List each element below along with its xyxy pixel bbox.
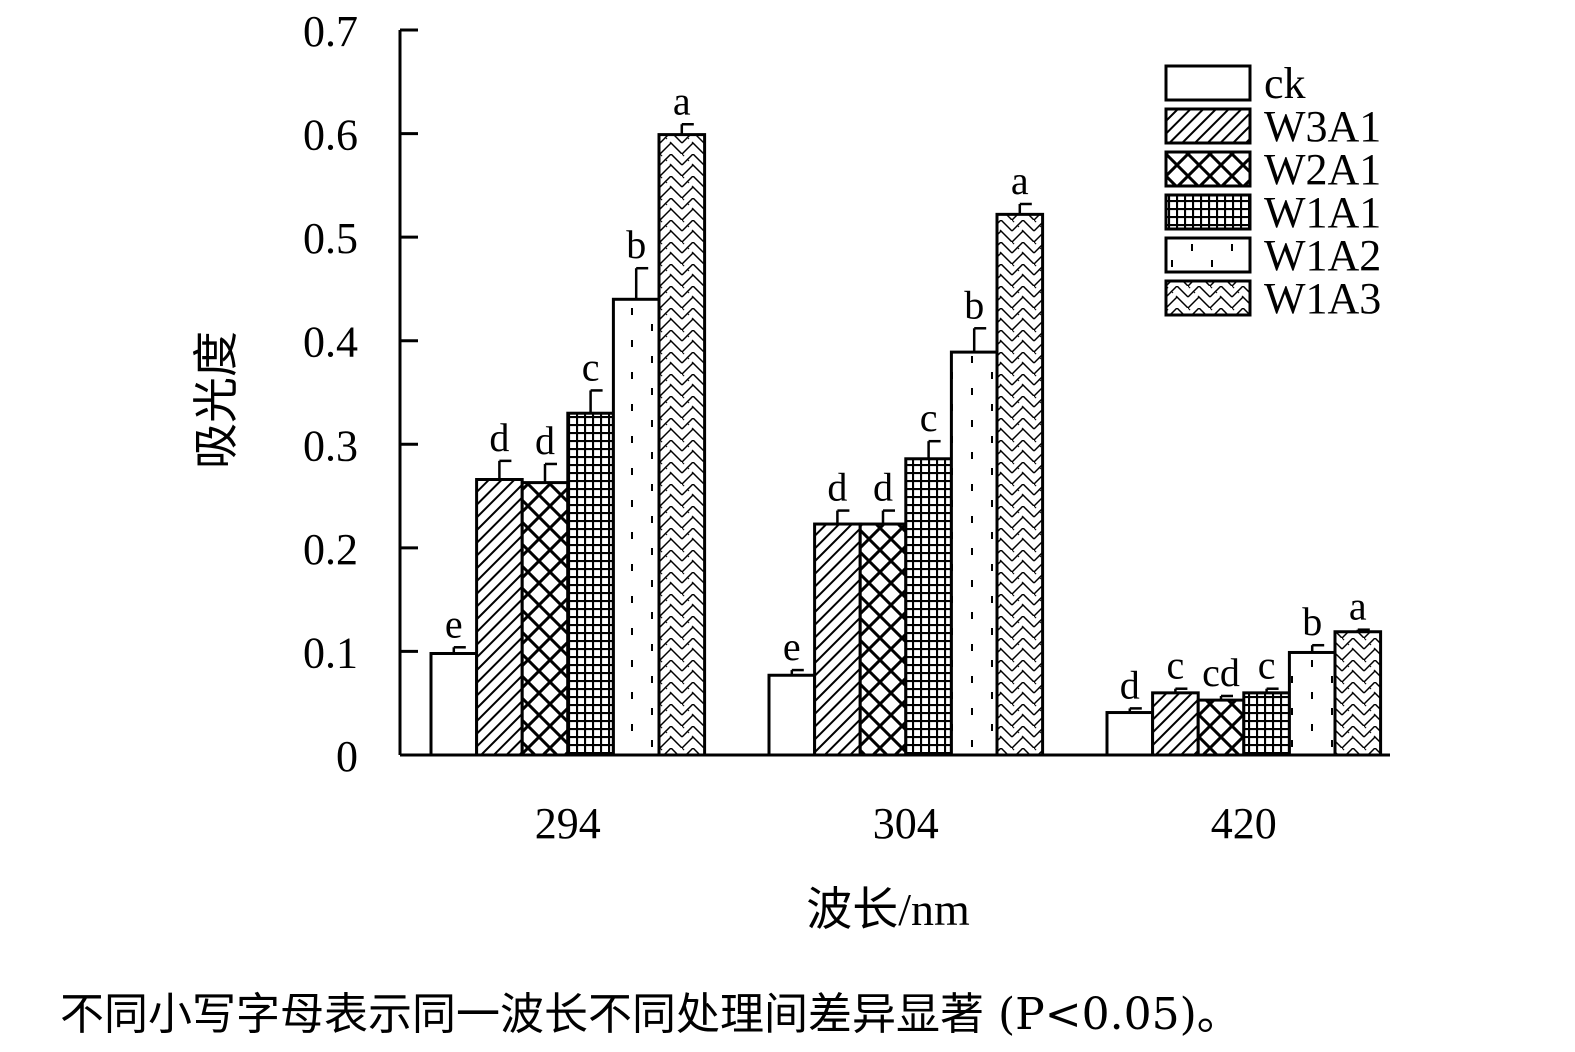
legend-label: W1A2: [1264, 231, 1381, 280]
bar: [904, 457, 953, 757]
y-tick-label: 0.4: [303, 318, 358, 367]
significance-label: a: [1011, 158, 1029, 203]
significance-label: d: [827, 465, 847, 510]
y-tick-label: 0.1: [303, 628, 358, 677]
y-tick-label: 0.2: [303, 525, 358, 574]
bar: [949, 350, 999, 757]
bar: [767, 673, 817, 757]
bar: [1333, 630, 1383, 757]
legend-swatch: [1164, 150, 1252, 188]
bar: [1242, 691, 1291, 757]
bar: [657, 133, 707, 757]
bar: [475, 478, 524, 757]
bar: [520, 481, 570, 757]
significance-label: cd: [1202, 650, 1240, 695]
significance-label: c: [582, 344, 600, 389]
significance-label: c: [1258, 643, 1276, 688]
legend-swatch: [1164, 107, 1252, 145]
x-tick-label: 294: [535, 799, 601, 848]
footnote: 不同小写字母表示同一波长不同处理间差异显著 (P<0.05)。: [60, 989, 1241, 1040]
bar: [429, 652, 479, 757]
axes: 0 0.1 0.2 0.3 0.4 0.5 0.6 0.7 294 304 420: [303, 7, 1390, 848]
bar: [1151, 691, 1200, 757]
y-axis-label: 吸光度: [191, 331, 242, 469]
bar: [1105, 711, 1155, 757]
legend-label: W2A1: [1264, 145, 1381, 194]
legend-label: ck: [1264, 59, 1306, 108]
y-tick-label: 0.5: [303, 214, 358, 263]
significance-label: b: [626, 222, 646, 267]
legend-swatch: [1164, 193, 1252, 231]
significance-label: d: [1120, 662, 1140, 707]
y-tick-label: 0: [336, 732, 358, 781]
bar: [566, 411, 615, 757]
x-axis-label: 波长/nm: [806, 884, 970, 935]
bar: [1287, 650, 1337, 757]
significance-label: d: [873, 465, 893, 510]
y-tick-label: 0.7: [303, 7, 358, 56]
y-tick-label: 0.6: [303, 111, 358, 160]
significance-label: b: [1302, 599, 1322, 644]
legend-label: W3A1: [1264, 102, 1381, 151]
x-tick-label: 420: [1211, 799, 1277, 848]
x-tick-label: 304: [873, 799, 939, 848]
significance-label: b: [964, 282, 984, 327]
legend-label: W1A3: [1264, 274, 1381, 323]
significance-label: e: [445, 601, 463, 646]
bar: [995, 212, 1045, 757]
legend-swatch: [1164, 236, 1252, 274]
legend-swatch: [1164, 64, 1252, 102]
significance-label: c: [920, 395, 938, 440]
bar: [858, 522, 908, 757]
bar: [813, 522, 862, 757]
significance-label: c: [1167, 643, 1185, 688]
significance-label: d: [489, 415, 509, 460]
significance-label: d: [535, 418, 555, 463]
bar: [611, 297, 661, 757]
significance-label: e: [783, 624, 801, 669]
legend-label: W1A1: [1264, 188, 1381, 237]
significance-label: a: [1349, 584, 1367, 629]
bar: [1196, 698, 1246, 757]
significance-label: a: [673, 78, 691, 123]
legend-swatch: [1164, 279, 1252, 317]
y-tick-label: 0.3: [303, 421, 358, 470]
